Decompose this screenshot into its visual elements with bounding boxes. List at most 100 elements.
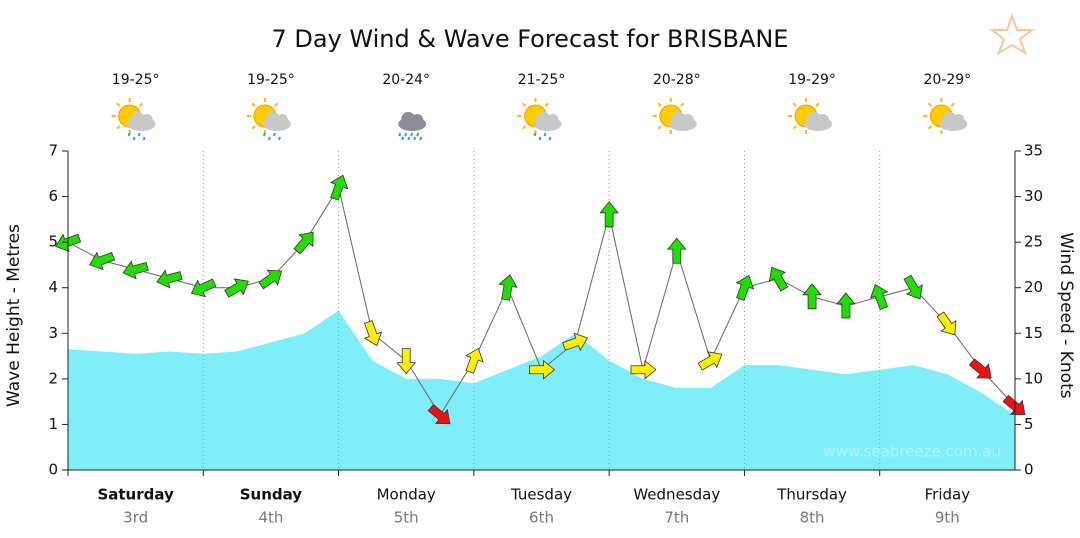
wind-arrow bbox=[427, 403, 451, 425]
rain-drop bbox=[543, 132, 547, 137]
temperature: 20-29° bbox=[924, 72, 972, 88]
rain-drop bbox=[142, 136, 146, 141]
cloud bbox=[140, 114, 153, 126]
wind-arrow bbox=[836, 292, 856, 319]
day-date: 9th bbox=[935, 509, 960, 527]
cloud bbox=[275, 114, 288, 126]
sun-ray bbox=[274, 102, 279, 107]
wind-arrow bbox=[666, 237, 687, 264]
favourite-star[interactable] bbox=[989, 13, 1035, 56]
rain-drop bbox=[538, 136, 542, 141]
y2-tick-label: 0 bbox=[1024, 461, 1034, 479]
weather-icon bbox=[788, 98, 833, 134]
rain-drop bbox=[533, 132, 537, 137]
rain-drop bbox=[398, 132, 402, 137]
day-name: Saturday bbox=[97, 486, 174, 504]
y2-tick-label: 20 bbox=[1024, 278, 1043, 296]
rain-drop bbox=[272, 132, 276, 137]
wind-arrow bbox=[498, 274, 518, 301]
wind-arrow bbox=[293, 231, 314, 255]
wind-arrow bbox=[1002, 394, 1026, 415]
sun-ray bbox=[522, 102, 527, 107]
chart-title: 7 Day Wind & Wave Forecast for BRISBANE bbox=[272, 25, 789, 53]
y-tick-label: 7 bbox=[48, 142, 58, 160]
day-date: 4th bbox=[258, 509, 283, 527]
rain-drop bbox=[262, 132, 266, 137]
rain-drop bbox=[548, 136, 552, 141]
weather-icon bbox=[923, 98, 968, 134]
day-name: Wednesday bbox=[633, 486, 720, 504]
sun-ray bbox=[544, 102, 549, 107]
weather-icon bbox=[652, 98, 697, 134]
cloud bbox=[411, 114, 424, 126]
sun-ray bbox=[251, 125, 256, 130]
temperature: 19-25° bbox=[112, 72, 160, 88]
y-axis-title: Wave Height - Metres bbox=[4, 224, 24, 407]
sun-ray bbox=[950, 102, 955, 107]
sun-ray bbox=[792, 102, 797, 107]
wind-arrow bbox=[529, 359, 556, 380]
wind-arrow bbox=[89, 251, 115, 271]
y-tick-label: 4 bbox=[48, 278, 58, 296]
day-date: 6th bbox=[529, 509, 554, 527]
cloud bbox=[817, 114, 830, 126]
rain-drop bbox=[404, 132, 408, 137]
sun-ray bbox=[792, 125, 797, 130]
y-tick-label: 2 bbox=[48, 369, 58, 387]
cloud bbox=[401, 112, 416, 126]
temperature: 19-25° bbox=[247, 72, 295, 88]
sun-ray bbox=[522, 125, 527, 130]
wave-area bbox=[68, 310, 1015, 470]
rain-drop bbox=[416, 132, 420, 137]
day-date: 5th bbox=[394, 509, 419, 527]
wind-arrow bbox=[936, 311, 957, 336]
y2-tick-label: 10 bbox=[1024, 369, 1043, 387]
sun-ray bbox=[116, 125, 121, 130]
sun-ray bbox=[657, 125, 662, 130]
rain-drop bbox=[137, 132, 141, 137]
wind-arrow bbox=[735, 274, 755, 301]
day-name: Friday bbox=[925, 486, 971, 504]
wind-arrow bbox=[630, 359, 657, 380]
weather-icon bbox=[246, 98, 291, 141]
cloud bbox=[130, 112, 145, 126]
y2-tick-label: 15 bbox=[1024, 324, 1043, 342]
rain-drop bbox=[413, 136, 417, 141]
weather-icon bbox=[111, 98, 156, 141]
wind-arrow bbox=[802, 283, 822, 310]
wind-arrow bbox=[697, 351, 723, 371]
wind-arrow bbox=[968, 358, 992, 379]
y-tick-label: 3 bbox=[48, 324, 58, 342]
day-name: Thursday bbox=[776, 486, 847, 504]
rain-drop bbox=[277, 136, 281, 141]
wind-arrow bbox=[396, 348, 417, 375]
rain-drop bbox=[132, 136, 136, 141]
wind-arrow bbox=[768, 266, 789, 292]
wind-arrow bbox=[465, 347, 484, 374]
weather-icon bbox=[398, 112, 427, 141]
y2-tick-label: 25 bbox=[1024, 233, 1043, 251]
day-name: Sunday bbox=[240, 486, 303, 504]
cloud bbox=[952, 114, 965, 126]
temperature: 21-25° bbox=[518, 72, 566, 88]
sun-ray bbox=[927, 125, 933, 130]
y2-tick-label: 35 bbox=[1024, 142, 1043, 160]
wind-arrow bbox=[122, 260, 149, 280]
wind-arrow bbox=[903, 274, 923, 300]
temperature: 20-28° bbox=[653, 72, 701, 88]
rain-drop bbox=[127, 132, 131, 137]
y-tick-label: 6 bbox=[48, 187, 58, 205]
y-tick-label: 0 bbox=[48, 461, 58, 479]
wind-arrow bbox=[599, 201, 619, 228]
cloud bbox=[807, 112, 822, 126]
y2-tick-label: 30 bbox=[1024, 187, 1043, 205]
rain-drop bbox=[407, 136, 411, 141]
wind-arrow bbox=[190, 278, 217, 298]
rain-drop bbox=[267, 136, 271, 141]
sun-ray bbox=[927, 102, 933, 107]
sun-ray bbox=[815, 102, 820, 107]
day-date: 8th bbox=[800, 509, 825, 527]
cloud bbox=[546, 114, 559, 126]
cloud bbox=[671, 112, 686, 126]
wind-arrow bbox=[562, 332, 589, 352]
